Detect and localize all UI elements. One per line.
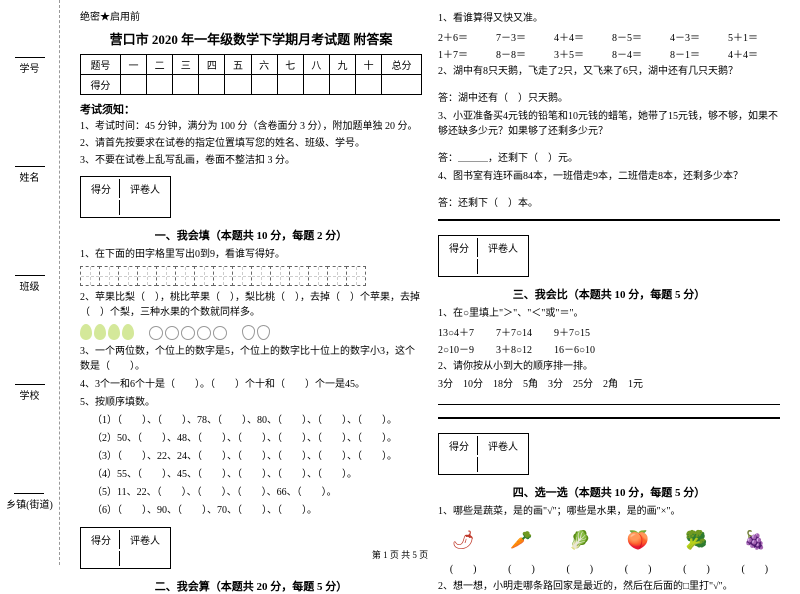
secret-label: 绝密★启用前 xyxy=(80,8,422,23)
binding-margin: 学号 姓名 班级 学校 乡镇(街道) xyxy=(0,0,60,565)
sort-items: 3分 10分 18分 5角 3分 25分 2角 1元 xyxy=(438,377,780,392)
binding-field-id: 学号 xyxy=(15,55,45,75)
compare-row: 2○10－93＋8○1216－6○10 xyxy=(438,341,780,356)
compare-row: 13○4＋77＋7○149＋7○15 xyxy=(438,324,780,339)
notice-title: 考试须知： xyxy=(80,101,422,117)
calc-row: 1＋7＝8－8＝3＋5＝8－4＝8－1＝4＋4＝ xyxy=(438,46,780,61)
question: 1、在○里填上"＞"、"＜"或"＝"。 xyxy=(438,306,780,321)
question: 4、图书室有连环画84本，一班借走9本，二班借走8本，还剩多少本？ xyxy=(438,169,780,184)
answer-line: 答：湖中还有（ ）只天鹅。 xyxy=(438,91,780,106)
apple-icon xyxy=(149,326,163,340)
question: 1、看谁算得又快又准。 xyxy=(438,11,780,26)
question: 2、请你按从小到大的顺序排一排。 xyxy=(438,359,780,374)
question: 2、湖中有8只天鹅，飞走了2只，又飞来了6只，湖中还有几只天鹅？ xyxy=(438,64,780,79)
sub-question: （6）（ ）、90、（ ）、70、（ ）、（ ）。 xyxy=(92,503,422,518)
binding-field-town: 乡镇(街道) xyxy=(6,491,53,511)
notice-item: 1、考试时间：45 分钟，满分为 100 分（含卷面分 3 分），附加题单独 2… xyxy=(80,119,422,134)
calc-row: 2＋6＝7－3＝4＋4＝8－5＝4－3＝5＋1＝ xyxy=(438,29,780,44)
sub-question: （2）50、（ ）、48、（ ）、（ ）、（ ）、（ ）、（ ）。 xyxy=(92,431,422,446)
score-header-row: 题号一二三四五六七八九十总分 xyxy=(81,55,422,75)
binding-field-school: 学校 xyxy=(15,382,45,402)
section-divider xyxy=(438,219,780,221)
question: 4、3个一和6个十是（ ）。（ ）个十和（ ）个一是45。 xyxy=(80,377,422,392)
score-value-row: 得分 xyxy=(81,75,422,95)
question: 3、小亚准备买4元钱的铅笔和10元钱的蜡笔，她带了15元钱，够不够，如果不够还缺… xyxy=(438,109,780,139)
page-footer: 第 1 页 共 5 页 xyxy=(0,548,800,561)
pear-icon xyxy=(80,324,92,340)
exam-title: 营口市 2020 年一年级数学下学期月考试题 附答案 xyxy=(80,29,422,48)
answer-line: 答：＿＿＿，还剩下（ ）元。 xyxy=(438,151,780,166)
score-grader-box: 得分评卷人 xyxy=(80,176,171,218)
score-grader-box: 得分评卷人 xyxy=(438,433,529,475)
sub-question: （4）55、（ ）、45、（ ）、（ ）、（ ）、（ ）。 xyxy=(92,467,422,482)
question: 5、按顺序填数。 xyxy=(80,395,422,410)
binding-field-name: 姓名 xyxy=(15,164,45,184)
answer-blank-line xyxy=(438,404,780,405)
notice-item: 3、不要在试卷上乱写乱画，卷面不整洁扣 3 分。 xyxy=(80,153,422,168)
right-column: 1、看谁算得又快又准。 2＋6＝7－3＝4＋4＝8－5＝4－3＝5＋1＝ 1＋7… xyxy=(430,8,788,557)
section-1-title: 一、我会填（本题共 10 分，每题 2 分） xyxy=(80,227,422,243)
fruit-illustration xyxy=(80,324,422,340)
peach-icon xyxy=(242,325,255,340)
notice-item: 2、请首先按要求在试卷的指定位置填写您的姓名、班级、学号。 xyxy=(80,136,422,151)
section-4-title: 四、选一选（本题共 10 分，每题 5 分） xyxy=(438,484,780,500)
sub-question: （3）（ ）、22、24、（ ）、（ ）、（ ）、（ ）、（ ）。 xyxy=(92,449,422,464)
tianzige-grid xyxy=(80,266,422,286)
score-table: 题号一二三四五六七八九十总分 得分 xyxy=(80,54,422,95)
binding-field-class: 班级 xyxy=(15,273,45,293)
question: 2、想一想，小明走哪条路回家是最近的，然后在后面的□里打"√"。 xyxy=(438,579,780,594)
left-column: 绝密★启用前 营口市 2020 年一年级数学下学期月考试题 附答案 题号一二三四… xyxy=(72,8,430,557)
sub-question: （5）11、22、（ ）、（ ）、（ ）、66、（ ）。 xyxy=(92,485,422,500)
question: 2、苹果比梨（ ），桃比苹果（ ），梨比桃（ ），去掉（ ）个苹果，去掉（ ）个… xyxy=(80,290,422,320)
section-3-title: 三、我会比（本题共 10 分，每题 5 分） xyxy=(438,286,780,302)
sub-question: （1）（ ）、（ ）、78、（ ）、80、（ ）、（ ）、（ ）。 xyxy=(92,413,422,428)
question: 3、一个两位数，个位上的数字是5，个位上的数字比十位上的数字小3，这个数是（ ）… xyxy=(80,344,422,374)
score-grader-box: 得分评卷人 xyxy=(438,235,529,277)
question: 1、哪些是蔬菜，是的画"√"；哪些是水果，是的画"×"。 xyxy=(438,504,780,519)
section-divider xyxy=(438,417,780,419)
question: 1、在下面的田字格里写出0到9，看谁写得好。 xyxy=(80,247,422,262)
answer-line: 答：还剩下（ ）本。 xyxy=(438,196,780,211)
section-2-title: 二、我会算（本题共 20 分，每题 5 分） xyxy=(80,578,422,594)
